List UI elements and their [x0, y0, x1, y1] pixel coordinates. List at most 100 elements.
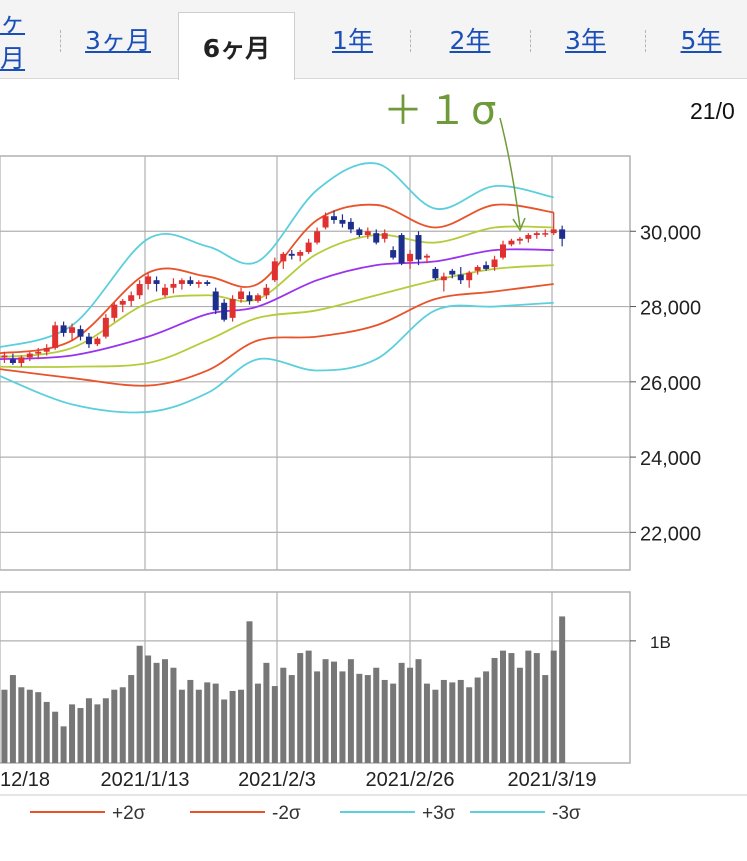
candle-body	[1, 355, 8, 358]
volume-y-axis: 1B	[630, 633, 671, 652]
volume-bar	[314, 671, 321, 763]
volume-bar	[246, 621, 253, 763]
volume-bar	[542, 675, 549, 763]
volume-bar	[221, 699, 228, 763]
price-y-axis: 22,000 24,000 26,000 28,000 30,000	[630, 222, 701, 545]
volume-bar	[263, 662, 270, 763]
tab-6-months[interactable]: 6ヶ月	[178, 12, 295, 80]
candle-body	[60, 325, 67, 333]
candle-body	[533, 233, 540, 236]
volume-bar	[229, 690, 236, 763]
candle-body	[525, 235, 532, 239]
candle-body	[516, 238, 523, 241]
volume-bar	[238, 689, 245, 763]
x-tick-label: 2021/3/19	[508, 769, 597, 791]
volume-bar	[305, 650, 312, 763]
tab-5-years[interactable]: 5年	[680, 26, 722, 55]
candle-body	[364, 231, 371, 236]
volume-bar	[381, 679, 388, 763]
volume-bar	[43, 701, 50, 763]
tab-2-years[interactable]: 2年	[449, 26, 491, 55]
candle-body	[373, 233, 380, 243]
volume-bar	[516, 667, 523, 763]
candle-body	[238, 291, 245, 300]
candle-body	[263, 287, 270, 296]
volume-bar	[1, 689, 8, 763]
tab-3-months[interactable]: 3ヶ月	[85, 26, 151, 55]
candle-body	[297, 251, 304, 256]
band-minus2	[0, 283, 554, 387]
candle-body	[390, 250, 397, 258]
period-tab-bar: ヶ月 3ヶ月 6ヶ月 1年 2年 3年 5年	[0, 0, 747, 80]
volume-bar	[280, 667, 287, 763]
candle-body	[381, 233, 388, 239]
volume-bar	[440, 679, 447, 763]
volume-bar	[500, 650, 506, 763]
volume-bar	[94, 704, 101, 763]
volume-bar	[483, 671, 490, 763]
volume-bar	[373, 667, 380, 763]
volume-bar	[449, 682, 456, 763]
volume-bar	[390, 683, 397, 763]
volume-bar	[288, 675, 295, 763]
candle-body	[195, 282, 202, 284]
candle-body	[271, 261, 278, 281]
volume-bar	[119, 687, 126, 763]
candle-body	[347, 221, 354, 230]
candle-body	[187, 280, 194, 284]
x-tick-label: 2020/12/18	[0, 769, 50, 791]
volume-bar	[170, 667, 177, 763]
band-plus2	[0, 203, 554, 355]
candle-body	[559, 229, 566, 239]
tab-1-month[interactable]: ヶ月	[0, 8, 26, 73]
candle-body	[314, 231, 321, 243]
candle-body	[449, 270, 456, 275]
volume-bar	[60, 726, 67, 763]
band-minus3	[0, 301, 554, 414]
candle-body	[491, 259, 498, 268]
tab-separator	[60, 30, 61, 52]
candle-body	[550, 229, 557, 234]
date-label: 21/0	[690, 98, 735, 124]
candle-body	[432, 268, 439, 279]
volume-bars	[1, 616, 566, 763]
volume-bar	[77, 708, 84, 763]
volume-bar	[111, 689, 118, 763]
tab-1-year[interactable]: 1年	[332, 26, 373, 55]
volume-bar	[331, 661, 337, 763]
volume-bar	[415, 659, 422, 763]
candle-body	[85, 336, 92, 345]
candle-body	[102, 317, 109, 337]
volume-bar	[9, 675, 16, 763]
volume-bar	[271, 686, 278, 763]
volume-bar	[162, 659, 168, 763]
y-tick-label: 24,000	[640, 448, 701, 470]
bollinger-bands	[0, 162, 554, 414]
candle-body	[500, 244, 506, 258]
candle-body	[18, 357, 25, 363]
volume-plot-frame	[0, 591, 631, 764]
y-tick-label: 1B	[650, 633, 671, 652]
tab-3-years[interactable]: 3年	[565, 26, 606, 55]
y-tick-label: 22,000	[640, 523, 701, 545]
volume-bar	[533, 653, 540, 763]
volume-bar	[254, 683, 261, 763]
volume-bar	[153, 662, 160, 763]
candle-body	[288, 253, 295, 256]
legend-label: +3σ	[422, 803, 456, 824]
volume-bar	[407, 667, 414, 763]
volume-bar	[136, 645, 143, 763]
candle-body	[246, 295, 253, 301]
volume-bar	[69, 704, 76, 763]
volume-bar	[347, 659, 354, 763]
price-grid	[0, 155, 631, 571]
annotation-arrow	[499, 117, 526, 232]
x-tick-label: 2021/1/13	[101, 769, 190, 791]
x-tick-label: 2021/2/3	[238, 769, 316, 791]
plus-1-sigma-annotation: ＋１σ	[383, 88, 501, 134]
volume-bar	[457, 679, 464, 763]
candle-body	[280, 253, 287, 262]
volume-bar	[491, 657, 498, 763]
candle-body	[474, 267, 481, 271]
legend: +2σ -2σ +3σ -3σ	[30, 803, 581, 824]
